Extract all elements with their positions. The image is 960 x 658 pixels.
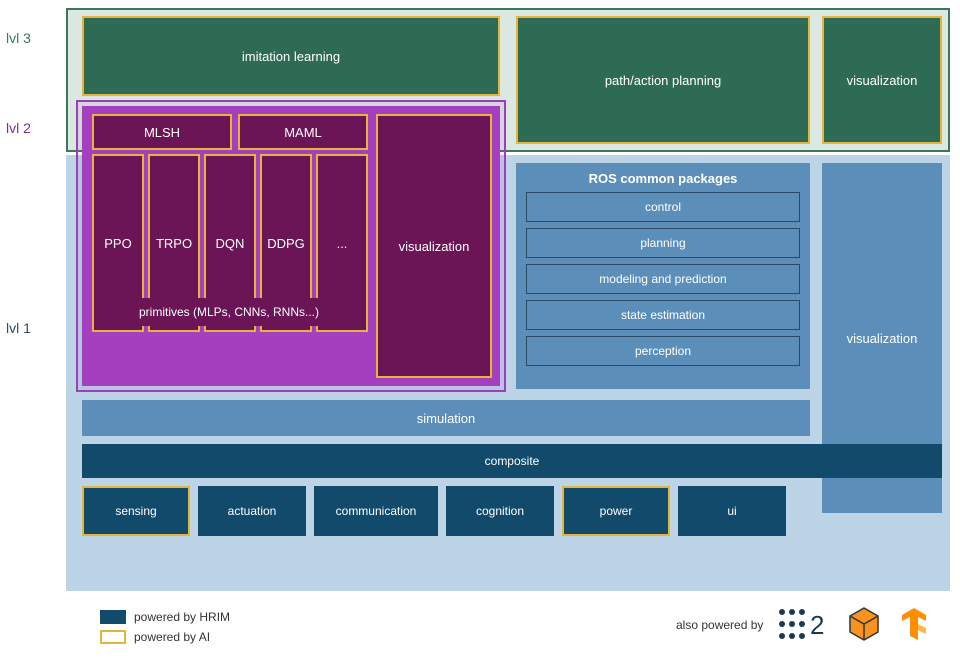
communication-box: communication [314,486,438,536]
lvl2-visualization-box: visualization [376,114,492,378]
lvl2-label: lvl 2 [6,120,31,136]
tensorflow-icon [896,606,932,647]
legend-hrim-label: powered by HRIM [134,610,230,624]
ui-box: ui [678,486,786,536]
diagram-canvas: lvl 3 lvl 2 lvl 1 imitation learning pat… [0,0,960,658]
ros-modeling: modeling and prediction [526,264,800,294]
lvl3-label: lvl 3 [6,30,31,46]
ros2-icon: 2 [776,606,832,647]
ros-state: state estimation [526,300,800,330]
legend-ai: powered by AI [100,630,210,644]
legend-hrim: powered by HRIM [100,610,230,624]
ros-planning: planning [526,228,800,258]
maml-box: MAML [238,114,368,150]
ros-header: ROS common packages [526,169,800,192]
simulation-box: simulation [82,400,810,436]
sensing-box: sensing [82,486,190,536]
svg-text:2: 2 [810,610,824,640]
gazebo-icon [846,606,882,647]
ros-panel: ROS common packages control planning mod… [516,163,810,389]
mlsh-box: MLSH [92,114,232,150]
lvl3-visualization-box: visualization [822,16,942,144]
ai-swatch [100,630,126,644]
imitation-learning-box: imitation learning [82,16,500,96]
cognition-box: cognition [446,486,554,536]
ros-perception: perception [526,336,800,366]
path-action-box: path/action planning [516,16,810,144]
power-box: power [562,486,670,536]
primitives-box: primitives (MLPs, CNNs, RNNs...) [100,298,358,326]
ros-control: control [526,192,800,222]
also-powered-label: also powered by [676,618,763,632]
composite-box: composite [82,444,942,478]
legend-ai-label: powered by AI [134,630,210,644]
actuation-box: actuation [198,486,306,536]
lvl1-label: lvl 1 [6,320,31,336]
hrim-swatch [100,610,126,624]
